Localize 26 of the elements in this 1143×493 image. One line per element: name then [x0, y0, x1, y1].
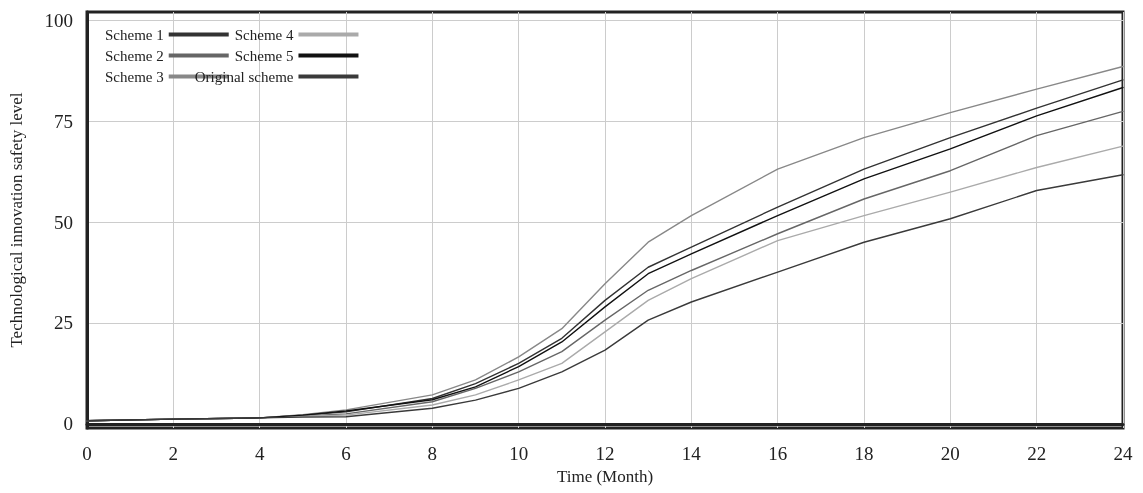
legend-label: Scheme 5: [234, 47, 294, 64]
x-tick-label: 0: [82, 443, 92, 464]
x-tick-label: 14: [681, 443, 702, 464]
y-axis-title: Technological innovation safety level: [7, 92, 26, 348]
x-tick-label: 10: [509, 443, 529, 464]
x-tick-label: 18: [854, 443, 874, 464]
legend-label: Scheme 2: [105, 47, 164, 64]
y-tick-label: 25: [54, 312, 73, 334]
x-tick-label: 16: [768, 443, 788, 464]
y-tick-label: 75: [54, 110, 73, 132]
x-tick-label: 4: [254, 443, 265, 464]
x-tick-label: 8: [427, 443, 438, 464]
legend-label: Scheme 3: [105, 68, 164, 85]
y-tick-label: 0: [63, 413, 73, 435]
x-tick-label: 24: [1113, 443, 1133, 464]
x-tick-label: 12: [595, 443, 615, 464]
legend-label: Original scheme: [194, 68, 294, 85]
legend-label: Scheme 4: [234, 26, 294, 43]
x-tick-label: 6: [341, 443, 351, 464]
x-axis-title: Time (Month): [556, 466, 654, 486]
x-tick-label: 22: [1027, 443, 1047, 464]
legend-label: Scheme 1: [105, 26, 164, 43]
x-tick-label: 2: [168, 443, 179, 464]
y-tick-label: 50: [54, 211, 73, 233]
x-tick-label: 20: [940, 443, 960, 464]
y-tick-label: 100: [44, 9, 73, 31]
